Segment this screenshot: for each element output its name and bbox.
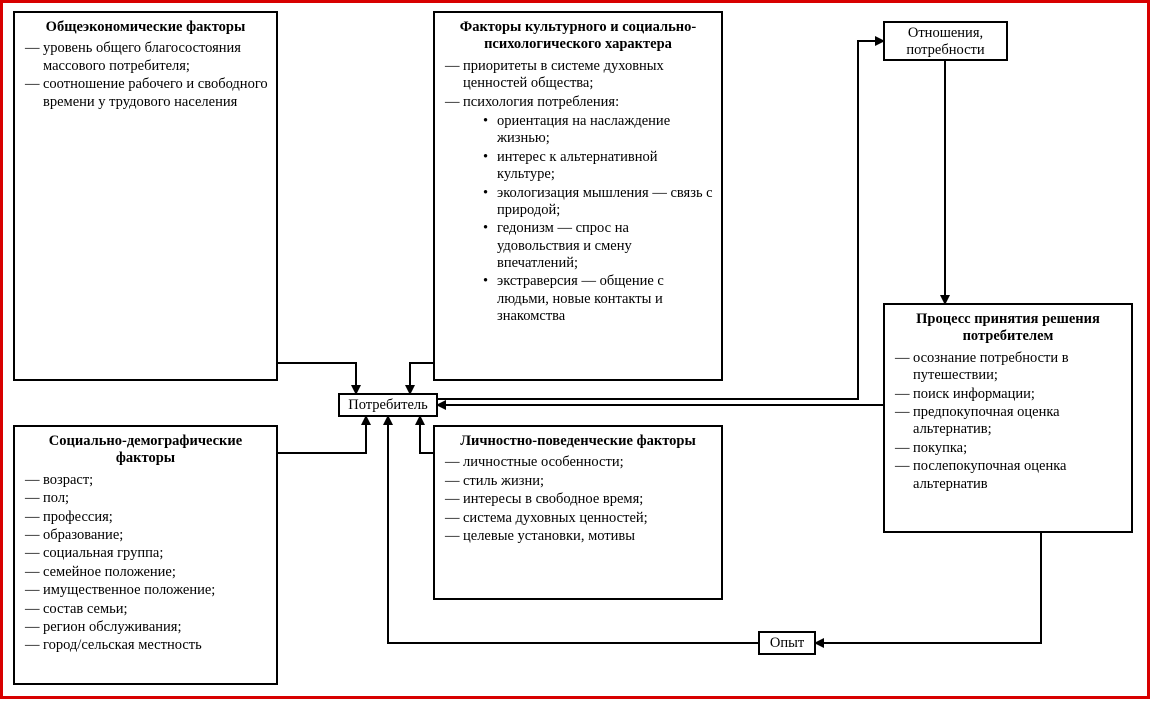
list-item: профессия; [25,509,268,526]
box-sociodemo-list: возраст;пол; профессия;образование;социал… [23,472,268,655]
list-item: пол; [25,490,268,507]
box-econ-list: уровень общего благосостояния массового … [23,40,268,111]
list-item: психология потребления:ориентация на нас… [445,94,713,326]
list-item: интересы в свободное время; [445,491,713,508]
list-item: возраст; [25,472,268,489]
list-item: интерес к альтернативной культуре; [483,149,713,184]
sublist: ориентация на наслаждение жизнью;интерес… [463,113,713,326]
list-item: образование; [25,527,268,544]
cultural-to-consumer [410,363,433,393]
box-decision-list: осознание потребности в путешествии;поис… [893,350,1123,493]
box-econ-title: Общеэкономические факторы [23,19,268,36]
list-item: послепокупочная оценка альтернатив [895,458,1123,493]
decision-to-experience [816,533,1041,643]
list-item: гедонизм — спрос на удовольствия и смену… [483,220,713,272]
list-item: экстраверсия — общение с людьми, новые к… [483,273,713,325]
personal-to-consumer [420,417,433,453]
box-decision: Процесс принятия решения потребителем ос… [883,303,1133,533]
node-experience: Опыт [758,631,816,655]
list-item: экологизация мышления — связь с природой… [483,185,713,220]
box-econ: Общеэкономические факторы уровень общего… [13,11,278,381]
node-consumer: Потребитель [338,393,438,417]
sociodemo-to-consumer [278,417,366,453]
list-item: целевые установки, мотивы [445,528,713,545]
list-item: семейное положение; [25,564,268,581]
econ-to-consumer [278,363,356,393]
list-item: стиль жизни; [445,473,713,490]
box-cultural-title: Факторы культурного и социально-психолог… [443,19,713,54]
diagram-canvas: Общеэкономические факторы уровень общего… [0,0,1150,699]
list-item: приоритеты в системе духовных ценностей … [445,58,713,93]
box-sociodemo-title: Социально-демографические факторы [23,433,268,468]
list-item: поиск информации; [895,386,1123,403]
list-item: ориентация на наслаждение жизнью; [483,113,713,148]
node-relations: Отношения, потребности [883,21,1008,61]
list-item: соотношение рабочего и свободного времен… [25,76,268,111]
list-item: уровень общего благосостояния массового … [25,40,268,75]
list-item: система духовных ценностей; [445,510,713,527]
list-item: состав семьи; [25,601,268,618]
list-item: личностные особенности; [445,454,713,471]
list-item: имущественное положение; [25,582,268,599]
box-cultural: Факторы культурного и социально-психолог… [433,11,723,381]
list-item: регион обслуживания; [25,619,268,636]
box-sociodemo: Социально-демографические факторы возрас… [13,425,278,685]
list-item: осознание потребности в путешествии; [895,350,1123,385]
list-item: покупка; [895,440,1123,457]
list-item: социальная группа; [25,545,268,562]
box-personal-list: личностные особенности; стиль жизни;интер… [443,454,713,545]
box-decision-title: Процесс принятия решения потребителем [893,311,1123,346]
box-personal: Личностно-поведенческие факторы личностн… [433,425,723,600]
list-item: город/сельская местность [25,637,268,654]
box-personal-title: Личностно-поведенческие факторы [443,433,713,450]
box-cultural-list: приоритеты в системе духовных ценностей … [443,58,713,326]
list-item: предпокупочная оценка альтернатив; [895,404,1123,439]
